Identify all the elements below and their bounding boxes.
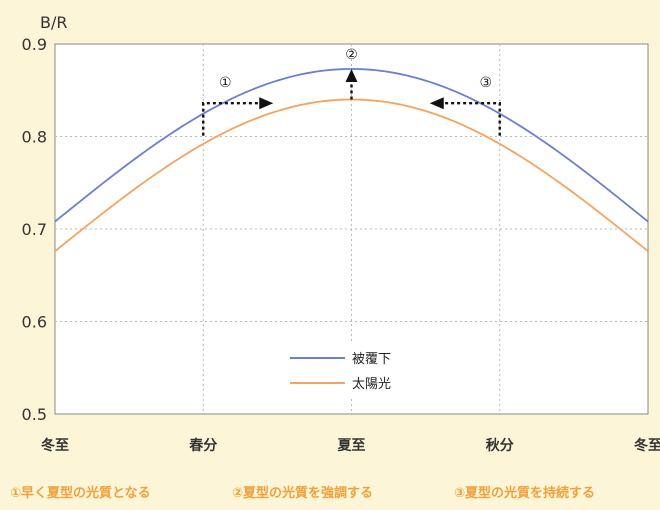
caption-3-marker: ③	[454, 486, 465, 501]
caption-2: ②夏型の光質を強調する	[232, 485, 373, 501]
caption-2-text: 夏型の光質を強調する	[242, 485, 373, 501]
x-tick-labels: 冬至 春分 夏至 秋分 冬至	[41, 437, 660, 454]
y-tick-label: 0.6	[22, 313, 47, 332]
y-tick-label: 0.5	[22, 405, 47, 424]
y-tick-label: 0.9	[22, 35, 47, 54]
caption-1: ①早く夏型の光質となる	[10, 485, 151, 501]
x-tick-label: 冬至	[41, 437, 69, 454]
x-tick-label: 秋分	[486, 437, 514, 454]
annotation-marker-1: ①	[219, 75, 232, 91]
x-tick-label: 春分	[188, 437, 217, 454]
caption-row: ①早く夏型の光質となる ②夏型の光質を強調する ③夏型の光質を持続する	[10, 485, 595, 501]
legend-box	[281, 342, 421, 399]
x-tick-label: 夏至	[338, 437, 366, 454]
annotation-marker-3: ③	[479, 75, 492, 91]
arrowhead-1	[259, 97, 274, 110]
y-axis-label: B/R	[40, 13, 67, 32]
legend: 被覆下 太陽光	[281, 342, 421, 399]
grid	[55, 44, 648, 414]
annotation-arrow-1	[202, 102, 260, 136]
caption-1-marker: ①	[10, 486, 21, 501]
arrowhead-3	[429, 97, 444, 110]
caption-2-marker: ②	[232, 486, 243, 501]
y-tick-label: 0.7	[22, 220, 47, 239]
x-tick-label: 冬至	[634, 437, 660, 454]
annotation-arrow-3	[443, 102, 501, 136]
legend-label-sunlight: 太陽光	[352, 377, 391, 392]
caption-3-text: 夏型の光質を持続する	[464, 485, 595, 501]
y-tick-label: 0.8	[22, 128, 47, 147]
caption-3: ③夏型の光質を持続する	[454, 485, 595, 501]
annotation-arrows: ① ② ③	[202, 47, 501, 136]
arrowhead-2	[345, 68, 358, 82]
caption-1-text: 早く夏型の光質となる	[21, 485, 151, 501]
annotation-marker-2: ②	[345, 47, 358, 63]
legend-label-covered: 被覆下	[352, 352, 391, 367]
y-tick-labels: 0.5 0.6 0.7 0.8 0.9	[22, 35, 47, 424]
